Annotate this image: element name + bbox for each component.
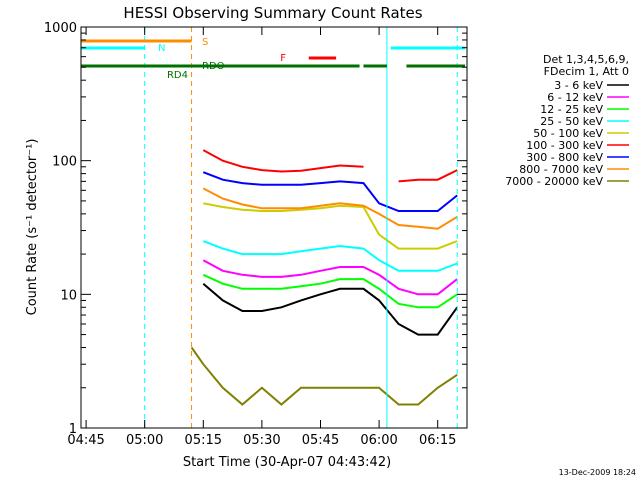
legend-entry-label: 12 - 25 keV [540, 103, 603, 116]
series-line [202, 240, 458, 272]
series-line [202, 273, 458, 309]
legend-title: Det 1,3,4,5,6,9, [543, 53, 629, 66]
flag-bars: S N F RD4 RDO [81, 37, 466, 81]
x-tick-label: 04:45 [67, 433, 104, 448]
flag-label: N [158, 43, 165, 54]
y-tick-label: 10 [60, 288, 77, 303]
flag-label: RD4 [167, 70, 188, 81]
y-tick-label: 1 [69, 422, 77, 437]
legend-entry-label: 25 - 50 keV [540, 115, 603, 128]
x-tick-label: 06:00 [360, 433, 397, 448]
series-line [202, 259, 458, 296]
series-line [190, 346, 458, 406]
vertical-markers [80, 27, 458, 428]
plot-frame [80, 26, 468, 429]
legend-entry-label: 7000 - 20000 keV [505, 175, 603, 188]
x-axis-label: Start Time (30-Apr-07 04:43:42) [183, 455, 391, 470]
y-axis-label: Count Rate (s⁻¹ detector⁻¹) [25, 139, 40, 316]
legend-title: FDecim 1, Att 0 [544, 65, 629, 78]
series-line [202, 282, 459, 336]
legend-entry-label: 300 - 800 keV [526, 151, 603, 164]
flag-label: RDO [202, 61, 225, 72]
legend: Det 1,3,4,5,6,9,FDecim 1, Att 03 - 6 keV… [505, 53, 629, 188]
x-tick-label: 05:00 [126, 433, 163, 448]
flag-label: S [202, 37, 208, 48]
series-layer [190, 149, 459, 406]
flag-label: F [280, 53, 286, 64]
legend-entry-label: 3 - 6 keV [554, 79, 603, 92]
x-tick-label: 05:15 [185, 433, 222, 448]
axes: 04:45 05:00 05:15 05:30 05:45 06:00 06:15 1 10 10… [44, 21, 467, 448]
x-tick-label: 05:45 [302, 433, 339, 448]
y-tick-label: 100 [52, 155, 77, 170]
legend-entry-label: 800 - 7000 keV [519, 163, 603, 176]
footer-timestamp: 13-Dec-2009 18:24 [559, 468, 636, 477]
series-line [202, 149, 458, 183]
y-tick-label: 1000 [44, 21, 77, 36]
legend-entry-label: 100 - 300 keV [526, 139, 603, 152]
legend-entry-label: 50 - 100 keV [533, 127, 603, 140]
series-line [203, 202, 458, 250]
x-tick-label: 05:30 [243, 433, 280, 448]
series-line [202, 187, 458, 230]
chart-title: HESSI Observing Summary Count Rates [123, 4, 422, 22]
series-line [202, 171, 458, 212]
legend-entry-label: 6 - 12 keV [547, 91, 603, 104]
x-tick-label: 06:15 [419, 433, 456, 448]
